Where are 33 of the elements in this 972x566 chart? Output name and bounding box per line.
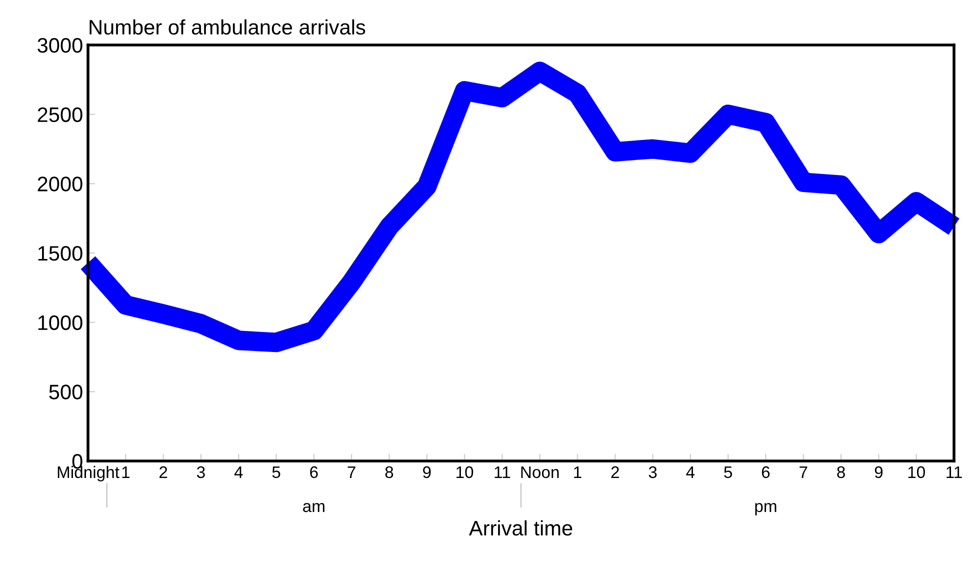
x-tick-label: 7 (348, 466, 356, 478)
x-tick-label: 3 (196, 466, 205, 478)
x-tick-label: 3 (648, 466, 657, 478)
x-tick-label: Noon (521, 466, 559, 478)
x-tick-label: 4 (686, 466, 695, 478)
x-tick-label: 1 (574, 466, 582, 478)
x-tick-label: 7 (800, 466, 808, 478)
y-tick-label: 3000 (38, 38, 82, 53)
x-tick-label: 9 (423, 466, 431, 478)
x-tick-label: 10 (456, 466, 474, 478)
x-tick-label: 1 (122, 466, 130, 478)
y-tick-label: 1000 (38, 315, 82, 330)
y-tick-label: 2500 (38, 107, 82, 122)
x-tick-label: 5 (272, 466, 280, 478)
x-axis-title: Arrival time (468, 520, 572, 536)
x-tick-label: 9 (874, 466, 883, 478)
y-axis-title: Number of ambulance arrivals (90, 19, 366, 35)
y-tick-label: 2000 (38, 176, 82, 192)
x-tick-label: 11 (494, 466, 510, 478)
x-tick-label: 10 (908, 466, 925, 478)
x-tick-label: 11 (946, 466, 962, 478)
x-tick-label: 6 (762, 466, 770, 478)
x-tick-label: 8 (385, 466, 394, 478)
y-tick-label: 500 (49, 384, 82, 400)
x-tick-label: 2 (160, 466, 168, 478)
x-tick-label: 4 (234, 466, 243, 478)
x-tick-label: 2 (611, 466, 619, 478)
x-tick-label: 6 (310, 466, 318, 478)
x-tick-label: 5 (724, 466, 732, 478)
text: am (303, 503, 324, 512)
x-tick-label: 8 (837, 466, 845, 478)
text: pm (755, 503, 776, 516)
y-tick-label: 1500 (38, 246, 82, 261)
